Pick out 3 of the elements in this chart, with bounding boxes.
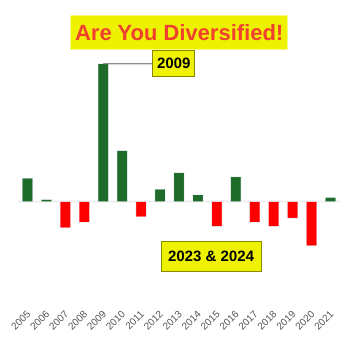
chart-title: Are You Diversified!: [75, 20, 284, 45]
annotation: 2009: [157, 55, 190, 72]
text: 2023 & 2024: [168, 248, 255, 265]
